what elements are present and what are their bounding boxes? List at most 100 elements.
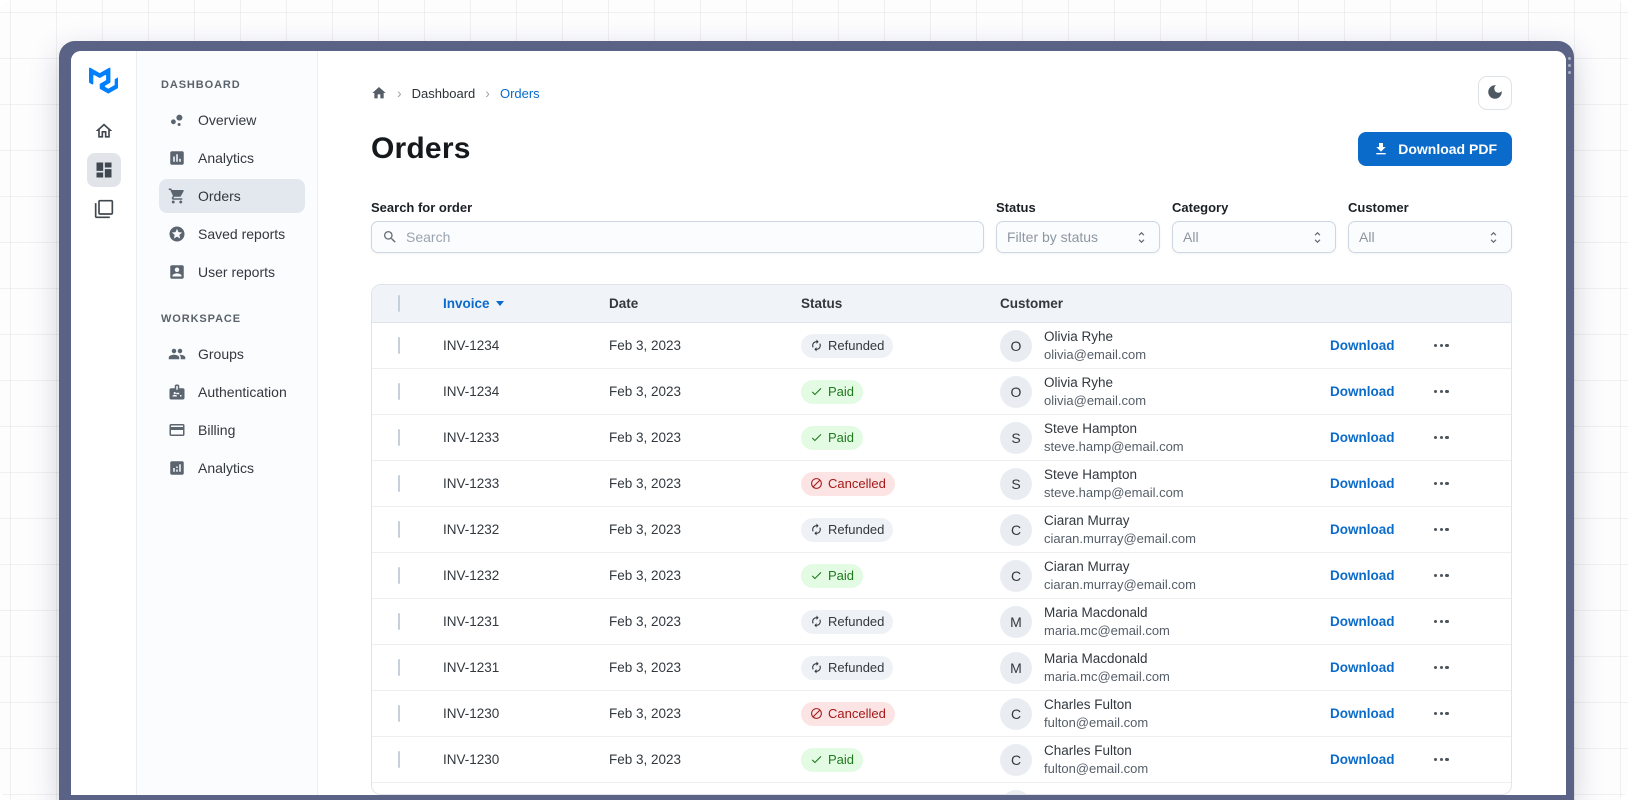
home-icon — [94, 121, 114, 141]
row-checkbox[interactable] — [398, 613, 400, 630]
row-menu-button[interactable] — [1426, 619, 1511, 624]
customer-name: Charles Fulton — [1044, 743, 1132, 759]
sidebar-item-billing[interactable]: Billing — [159, 413, 305, 447]
rail-button-stack[interactable] — [87, 192, 121, 226]
sidebar-item-orders[interactable]: Orders — [159, 179, 305, 213]
sidebar-item-label: Groups — [198, 346, 244, 362]
search-input[interactable] — [406, 229, 973, 245]
row-checkbox[interactable] — [398, 475, 400, 492]
customer-name: Ciaran Murray — [1044, 559, 1130, 575]
breadcrumb-dashboard[interactable]: Dashboard — [411, 85, 476, 101]
autorenew-icon — [810, 615, 823, 628]
rail-button-home[interactable] — [87, 114, 121, 148]
cell-customer: C Ciaran Murray ciaran.murray@email.com — [1000, 558, 1330, 593]
download-link[interactable]: Download — [1330, 384, 1395, 399]
people-icon — [168, 345, 186, 363]
status-filter-select[interactable]: Filter by status — [996, 221, 1160, 253]
customer-email: fulton@email.com — [1044, 714, 1149, 730]
row-checkbox[interactable] — [398, 659, 400, 676]
download-link[interactable]: Download — [1330, 614, 1395, 629]
filters-bar: Search for order Status Filter by status — [371, 200, 1512, 253]
sidebar-item-overview[interactable]: Overview — [159, 103, 305, 137]
orders-table: Invoice Date Status Customer INV-1234 Feb… — [371, 284, 1512, 795]
download-link[interactable]: Download — [1330, 660, 1395, 675]
search-icon — [382, 229, 398, 245]
customer-email: steve.hamp@email.com — [1044, 438, 1184, 454]
cell-invoice: INV-1233 — [443, 476, 500, 491]
customer-email: fulton@email.com — [1044, 760, 1149, 776]
sidebar-item-label: Overview — [198, 112, 257, 128]
row-checkbox[interactable] — [398, 521, 400, 538]
rail-button-dashboard[interactable] — [86, 153, 121, 187]
app-window: DASHBOARD Overview Analytics Orders Saved re… — [59, 41, 1574, 800]
sidebar-item-label: Billing — [198, 422, 236, 438]
app-surface: DASHBOARD Overview Analytics Orders Saved re… — [71, 51, 1566, 795]
mui-logo — [88, 67, 119, 94]
check-icon — [810, 431, 823, 444]
download-link[interactable]: Download — [1330, 338, 1395, 353]
customer-filter-select[interactable]: All — [1348, 221, 1512, 253]
cell-status: Paid — [801, 563, 1000, 588]
sidebar-item-authentication[interactable]: Authentication — [159, 375, 305, 409]
row-menu-button[interactable] — [1426, 389, 1511, 394]
download-link[interactable]: Download — [1330, 430, 1395, 445]
select-all-checkbox[interactable] — [398, 295, 400, 312]
cell-customer: S Steve Hampton steve.hamp@email.com — [1000, 420, 1330, 455]
cell-status: Refunded — [801, 333, 1000, 358]
cell-invoice: INV-1232 — [443, 522, 500, 537]
cell-date: Feb 3, 2023 — [609, 476, 682, 491]
row-checkbox[interactable] — [398, 751, 400, 768]
row-menu-button[interactable] — [1426, 343, 1511, 348]
customer-email: ciaran.murray@email.com — [1044, 576, 1196, 592]
sidebar-item-analytics[interactable]: Analytics — [159, 141, 305, 175]
avatar: O — [1000, 375, 1032, 408]
row-menu-button[interactable] — [1426, 573, 1511, 578]
sidebar-item-analytics[interactable]: Analytics — [159, 451, 305, 485]
cell-invoice: INV-1231 — [443, 660, 500, 675]
row-checkbox[interactable] — [398, 705, 400, 722]
column-header-invoice[interactable]: Invoice — [443, 296, 609, 311]
download-link[interactable]: Download — [1330, 568, 1395, 583]
table-row: INV-1234 Feb 3, 2023 Paid O Olivia Ryhe olivi… — [372, 369, 1511, 415]
cell-date: Feb 3, 2023 — [609, 430, 682, 445]
scrollbar-thumb[interactable] — [1567, 57, 1571, 74]
theme-toggle-button[interactable] — [1478, 76, 1512, 110]
block-icon — [810, 707, 823, 720]
avatar — [1000, 789, 1032, 794]
cell-date: Feb 3, 2023 — [609, 568, 682, 583]
avatar: S — [1000, 421, 1032, 454]
download-link[interactable]: Download — [1330, 476, 1395, 491]
download-link[interactable]: Download — [1330, 522, 1395, 537]
row-checkbox[interactable] — [398, 429, 400, 446]
sidebar-item-saved-reports[interactable]: Saved reports — [159, 217, 305, 251]
row-menu-button[interactable] — [1426, 481, 1511, 486]
avatar: S — [1000, 467, 1032, 500]
autorenew-icon — [810, 661, 823, 674]
row-menu-button[interactable] — [1426, 527, 1511, 532]
sidebar-item-groups[interactable]: Groups — [159, 337, 305, 371]
row-menu-button[interactable] — [1426, 757, 1511, 762]
avatar: M — [1000, 605, 1032, 638]
column-header-status: Status — [801, 296, 843, 311]
status-badge: Paid — [801, 747, 864, 772]
cell-date: Feb 3, 2023 — [609, 660, 682, 675]
cell-date: Feb 3, 2023 — [609, 384, 682, 399]
cell-customer: O Olivia Ryhe olivia@email.com — [1000, 374, 1330, 409]
breadcrumb-home-icon[interactable] — [371, 85, 387, 101]
row-menu-button[interactable] — [1426, 665, 1511, 670]
download-link[interactable]: Download — [1330, 706, 1395, 721]
bubble-chart-icon — [168, 111, 186, 129]
row-checkbox[interactable] — [398, 383, 400, 400]
category-filter-select[interactable]: All — [1172, 221, 1336, 253]
download-link[interactable]: Download — [1330, 752, 1395, 767]
status-badge: Paid — [801, 425, 864, 450]
row-checkbox[interactable] — [398, 567, 400, 584]
customer-name: Steve Hampton — [1044, 421, 1138, 437]
row-checkbox[interactable] — [398, 337, 400, 354]
avatar: C — [1000, 559, 1032, 592]
row-menu-button[interactable] — [1426, 711, 1511, 716]
download-pdf-button[interactable]: Download PDF — [1358, 132, 1512, 166]
sidebar-item-user-reports[interactable]: User reports — [159, 255, 305, 289]
check-icon — [810, 753, 823, 766]
row-menu-button[interactable] — [1426, 435, 1511, 440]
